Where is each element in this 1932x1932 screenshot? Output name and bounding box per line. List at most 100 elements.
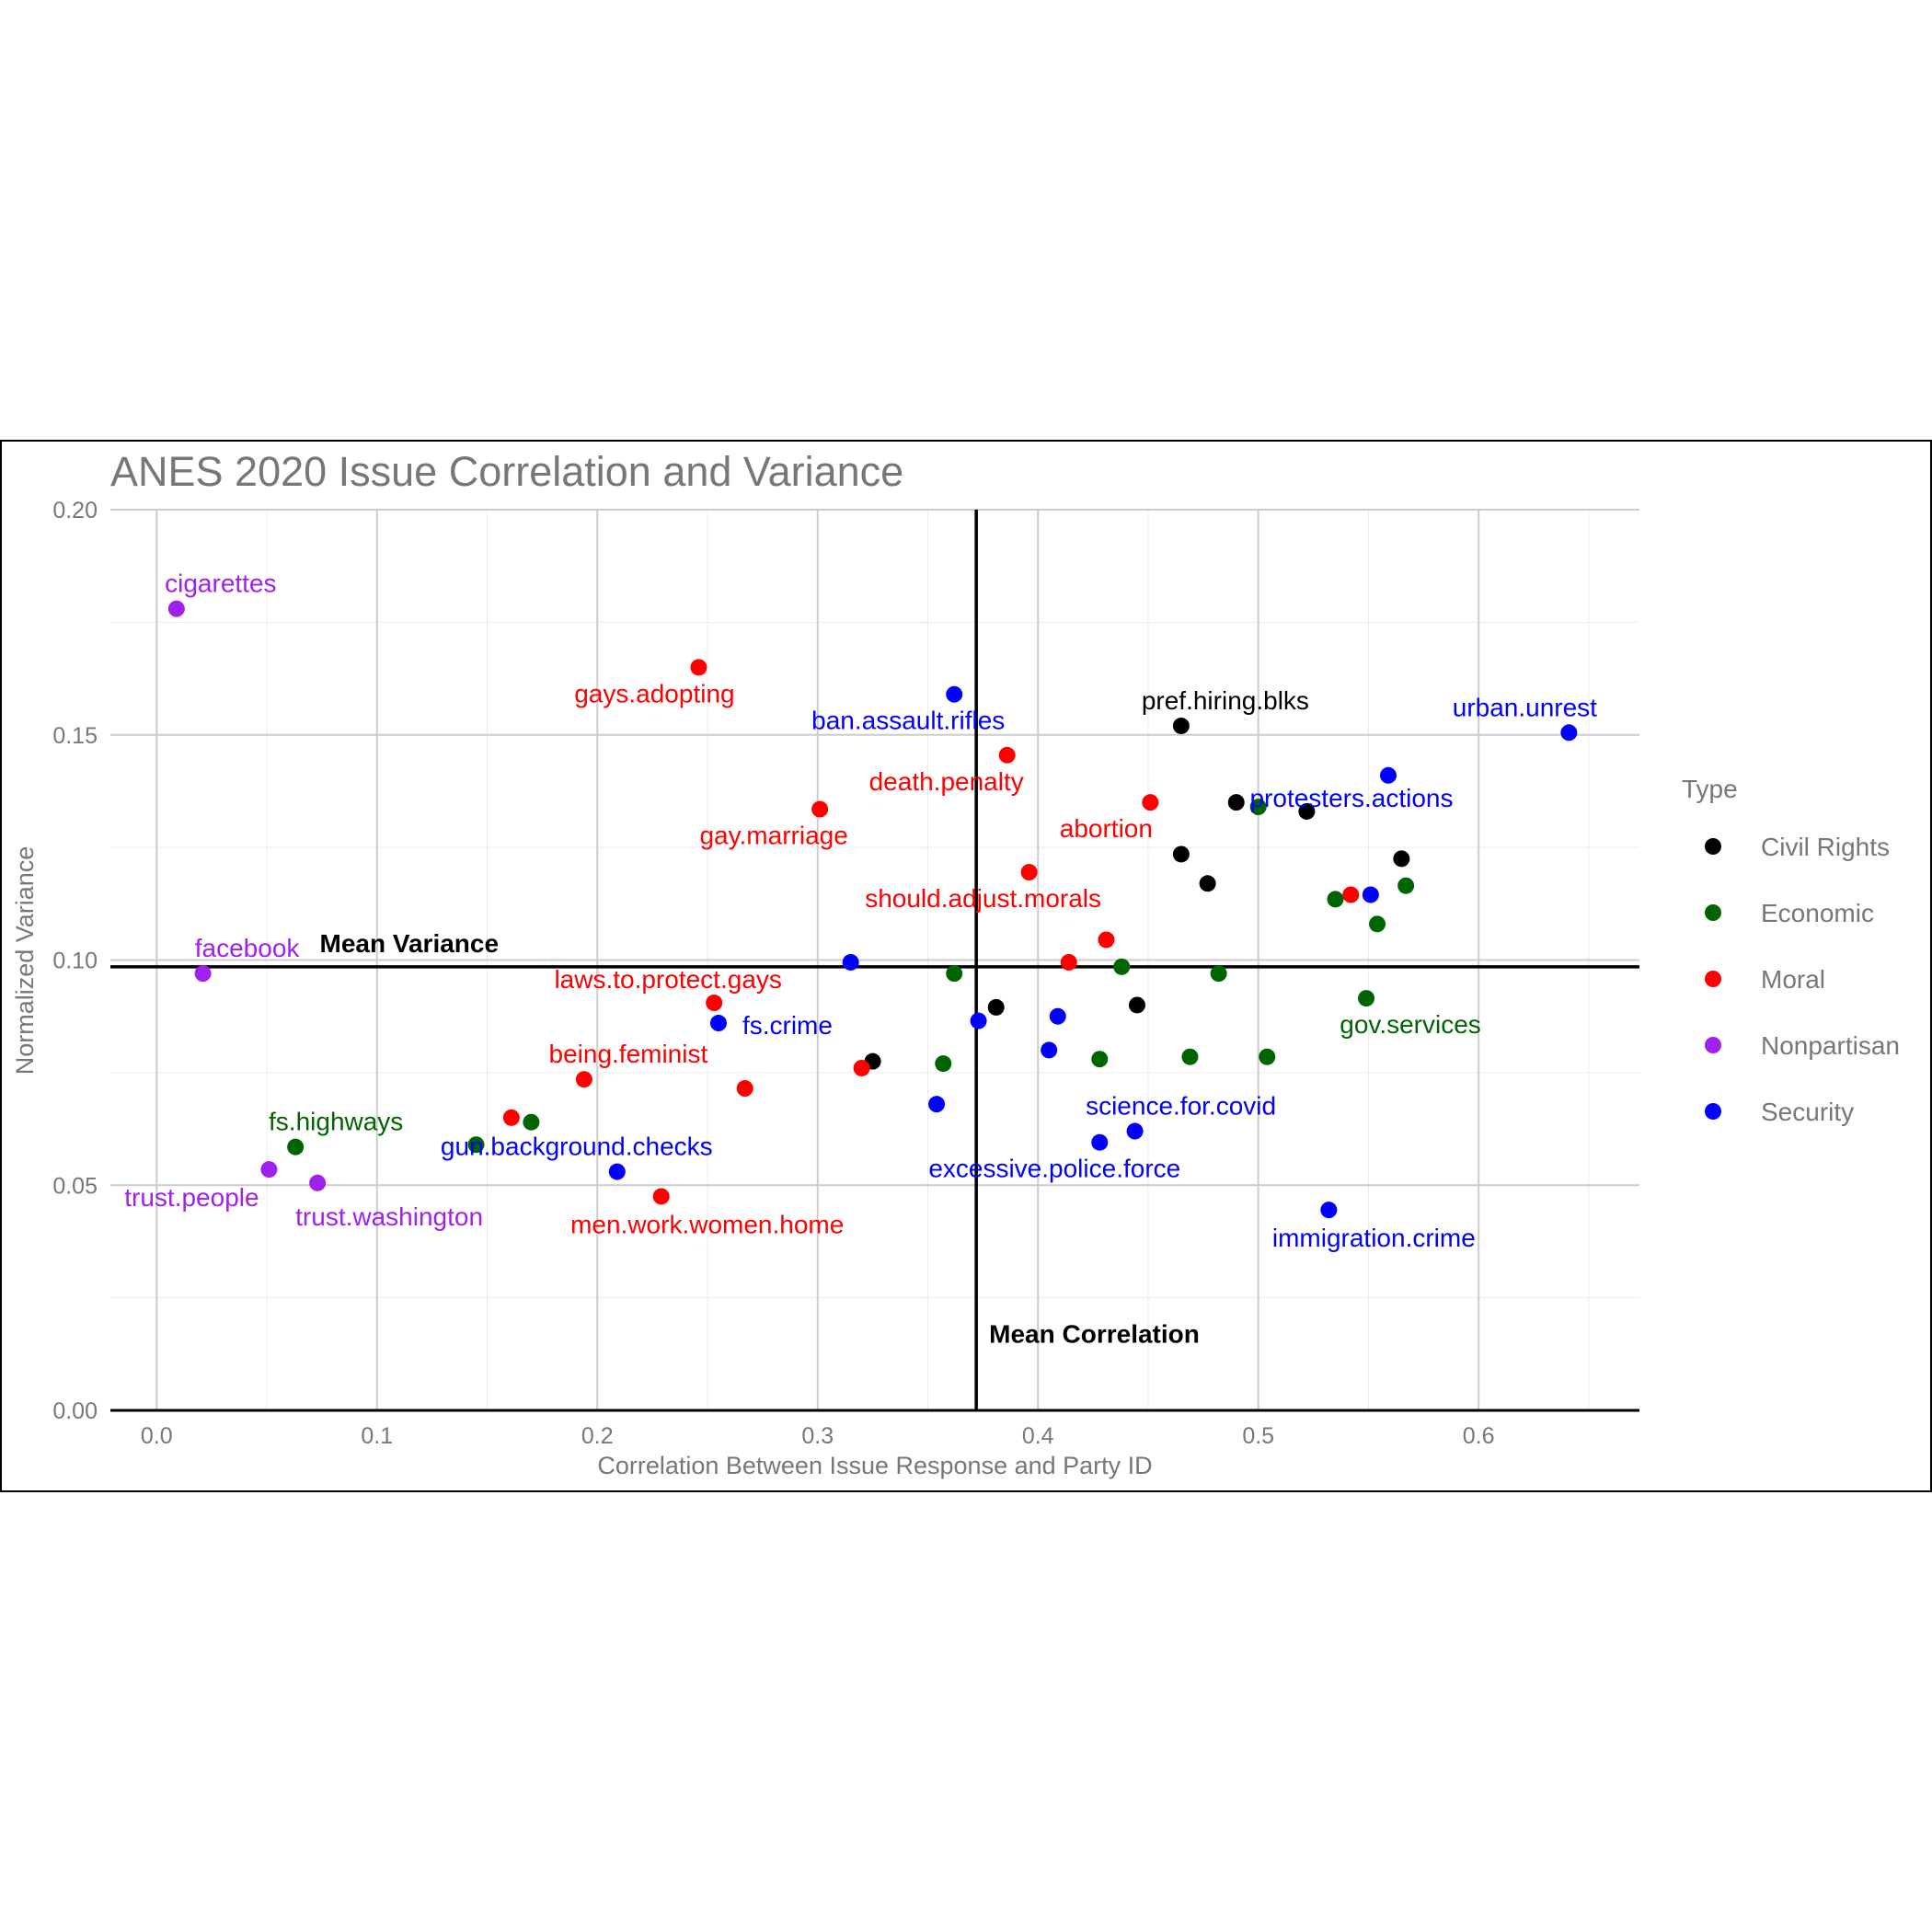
- legend: Type Civil Rights Economic Moral Nonpartisan…: [1682, 775, 1900, 1126]
- data-points: [167, 600, 1578, 1219]
- data-point: [1091, 1133, 1109, 1151]
- data-point: [1369, 915, 1386, 933]
- x-axis-title: Correlation Between Issue Response and P…: [597, 1452, 1152, 1479]
- x-tick-label: 0.2: [581, 1423, 614, 1449]
- data-point: [652, 1188, 670, 1205]
- data-point: [1113, 958, 1131, 975]
- point-label: protesters.actions: [1249, 784, 1453, 812]
- data-point: [1362, 886, 1379, 903]
- legend-swatch: [1705, 838, 1721, 855]
- data-point: [1327, 891, 1344, 908]
- data-point: [608, 1163, 626, 1180]
- data-point: [811, 800, 829, 818]
- legend-label: Moral: [1761, 965, 1825, 994]
- chart-frame: [0, 440, 1932, 1492]
- data-point: [309, 1174, 327, 1191]
- x-tick-label: 0.4: [1022, 1423, 1054, 1449]
- point-label: gay.marriage: [699, 822, 847, 850]
- point-labels: pref.hiring.blks gov.services fs.highways g…: [124, 569, 1597, 1252]
- point-label: fs.crime: [742, 1011, 833, 1040]
- data-point: [998, 746, 1016, 764]
- data-point: [1227, 794, 1245, 811]
- data-point: [1172, 717, 1190, 734]
- data-point: [287, 1138, 305, 1156]
- data-point: [1091, 1051, 1109, 1068]
- point-label: death.penalty: [869, 767, 1024, 796]
- data-point: [502, 1109, 520, 1126]
- point-label: gays.adopting: [574, 679, 734, 707]
- legend-swatch: [1705, 1037, 1721, 1053]
- mean-variance-label: Mean Variance: [320, 929, 500, 958]
- point-label: immigration.crime: [1272, 1224, 1476, 1252]
- data-point: [946, 965, 963, 983]
- y-axis-title: Normalized Variance: [11, 846, 39, 1075]
- axes: 0.0 0.1 0.2 0.3 0.4 0.5 0.6 0.00 0.05 0.10 0.15 0.2…: [52, 498, 1639, 1449]
- data-point: [1249, 799, 1267, 816]
- data-point: [167, 600, 185, 617]
- legend-label: Economic: [1761, 899, 1874, 927]
- data-point: [970, 1012, 987, 1029]
- data-point: [1060, 953, 1077, 971]
- legend-label: Nonpartisan: [1761, 1031, 1900, 1060]
- y-tick-label: 0.00: [52, 1398, 98, 1424]
- point-label: science.for.covid: [1086, 1092, 1276, 1121]
- data-point: [1320, 1202, 1338, 1219]
- y-tick-label: 0.15: [52, 723, 98, 749]
- point-label: should.adjust.morals: [865, 884, 1101, 913]
- legend-label: Civil Rights: [1761, 833, 1890, 861]
- y-tick-label: 0.05: [52, 1173, 98, 1199]
- legend-swatch: [1705, 971, 1721, 987]
- data-point: [194, 965, 212, 983]
- data-point: [467, 1136, 485, 1154]
- point-label: being.feminist: [549, 1040, 708, 1068]
- legend-swatch: [1705, 1103, 1721, 1120]
- point-label: abortion: [1060, 814, 1153, 843]
- data-point: [690, 659, 707, 676]
- data-point: [709, 1015, 727, 1032]
- point-label: fs.highways: [269, 1108, 403, 1136]
- mean-correlation-label: Mean Correlation: [989, 1320, 1200, 1349]
- y-tick-label: 0.10: [52, 949, 98, 974]
- point-label: laws.to.protect.gays: [554, 965, 781, 994]
- data-point: [1181, 1048, 1199, 1065]
- legend-swatch: [1705, 904, 1721, 921]
- data-point: [853, 1059, 870, 1076]
- data-point: [575, 1071, 592, 1088]
- data-point: [1020, 864, 1038, 881]
- point-label: facebook: [195, 934, 301, 962]
- data-point: [1397, 877, 1415, 894]
- data-point: [1560, 724, 1578, 742]
- data-point: [1126, 1122, 1144, 1140]
- x-tick-label: 0.1: [361, 1423, 393, 1449]
- data-point: [706, 995, 723, 1012]
- data-point: [1049, 1007, 1066, 1025]
- x-tick-label: 0.5: [1242, 1423, 1274, 1449]
- point-label: cigarettes: [165, 569, 276, 598]
- data-point: [1210, 965, 1227, 983]
- legend-label: Security: [1761, 1098, 1854, 1126]
- data-point: [935, 1055, 952, 1073]
- data-point: [1142, 794, 1159, 811]
- data-point: [1199, 875, 1216, 892]
- point-label: urban.unrest: [1453, 693, 1597, 721]
- point-label: ban.assault.rifles: [811, 707, 1005, 735]
- data-point: [1172, 845, 1190, 863]
- data-point: [1393, 850, 1410, 868]
- data-point: [1259, 1048, 1276, 1065]
- point-label: trust.people: [124, 1183, 259, 1212]
- data-point: [1379, 766, 1397, 784]
- legend-title: Type: [1682, 775, 1738, 803]
- chart-title: ANES 2020 Issue Correlation and Variance: [110, 448, 903, 495]
- data-point: [1358, 990, 1375, 1007]
- data-point: [987, 998, 1005, 1016]
- point-label: men.work.women.home: [570, 1210, 844, 1238]
- data-point: [1298, 802, 1316, 820]
- point-label: gun.background.checks: [441, 1133, 713, 1161]
- point-label: gov.services: [1340, 1010, 1481, 1039]
- data-point: [946, 685, 963, 703]
- x-tick-label: 0.6: [1463, 1423, 1495, 1449]
- data-point: [260, 1161, 278, 1179]
- data-point: [1128, 996, 1145, 1014]
- x-tick-label: 0.0: [141, 1423, 173, 1449]
